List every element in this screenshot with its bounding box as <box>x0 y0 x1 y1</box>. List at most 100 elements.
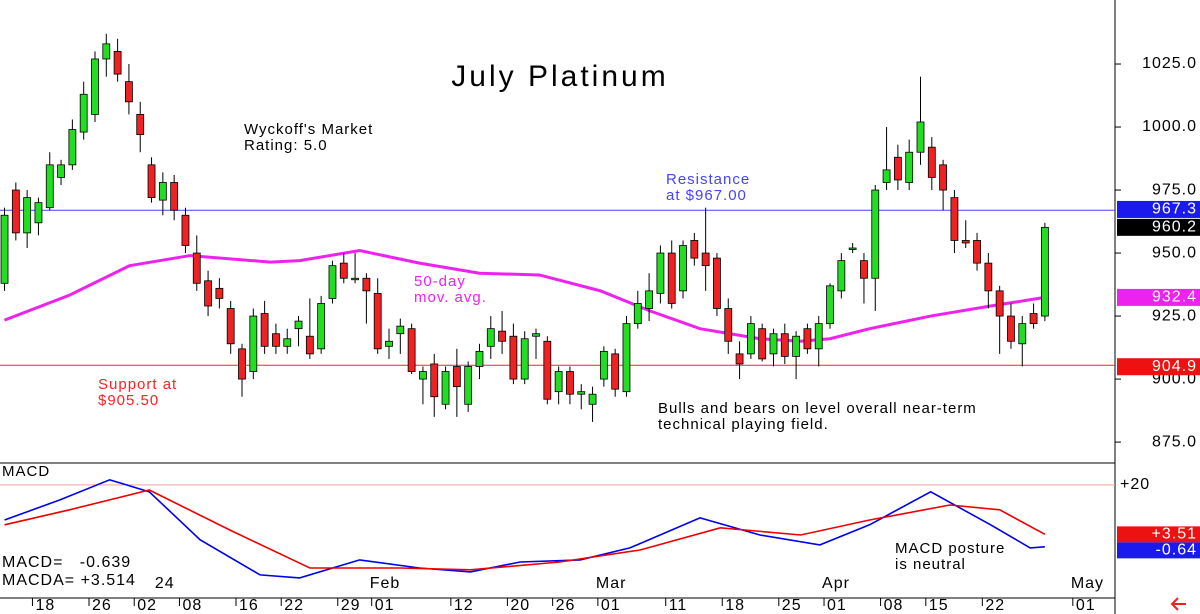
ma-label: 50-day <box>414 273 466 290</box>
candle-body <box>893 156 902 181</box>
candle-body <box>803 328 812 350</box>
candle-body <box>871 189 880 279</box>
macd-line <box>4 478 1045 579</box>
x-tick-label: 22 <box>985 597 1005 614</box>
candle-body <box>68 129 77 166</box>
macd-annotation: is neutral <box>895 556 966 573</box>
scroll-arrow[interactable] <box>1170 597 1186 611</box>
annotation: Wyckoff's Market <box>244 121 373 138</box>
moving-average <box>3 249 1046 343</box>
candle-body <box>995 290 1004 317</box>
candle-body <box>848 247 857 250</box>
candle-body <box>441 371 450 405</box>
x-tick-label: 20 <box>510 597 530 614</box>
candle-body <box>45 164 54 209</box>
x-tick-label: 26 <box>556 597 576 614</box>
price-marker <box>1117 358 1200 376</box>
macd-readout: MACDA= +3.514 <box>2 572 136 589</box>
candle-body <box>780 333 789 357</box>
candle-body <box>317 303 326 350</box>
month-label: Feb <box>370 575 401 592</box>
candle-body <box>927 146 936 178</box>
month-label: Mar <box>596 575 627 592</box>
x-tick-label: 16 <box>239 597 259 614</box>
annotation: Bulls and bears on level overall near-te… <box>658 400 977 417</box>
y-tick-label: 1025.0 <box>1142 55 1197 72</box>
candle-body <box>916 121 925 153</box>
candle-body <box>622 323 631 393</box>
month-label: Apr <box>822 575 850 592</box>
candle-body <box>238 348 246 380</box>
candle-body <box>11 189 20 234</box>
macd-marker <box>1117 526 1200 543</box>
x-tick-label: 01 <box>827 597 847 614</box>
candle-body <box>984 262 993 292</box>
macd-annotation: MACD posture <box>895 540 1005 557</box>
ma-label: mov. avg. <box>414 289 487 306</box>
candle-body <box>136 114 145 135</box>
level-label: at $967.00 <box>666 187 747 204</box>
price-marker-label: 904.9 <box>1152 358 1197 375</box>
candle-body <box>147 164 156 199</box>
macd-line <box>4 489 1046 571</box>
candle-body <box>260 313 269 347</box>
y-tick-label: 975.0 <box>1152 181 1197 198</box>
price-marker-label: 967.3 <box>1152 201 1197 218</box>
candle-body <box>520 338 529 380</box>
level-label: Support at <box>98 376 177 393</box>
candle-body <box>1018 323 1027 345</box>
x-tick-label: 08 <box>884 597 904 614</box>
x-tick-label: 02 <box>137 597 157 614</box>
level-label: $905.50 <box>98 392 159 409</box>
candle-body <box>950 197 959 241</box>
annotation: technical playing field. <box>658 416 829 433</box>
candle-body <box>701 252 710 267</box>
candle-body <box>713 257 721 309</box>
candle-body <box>452 366 461 388</box>
candle-body <box>407 328 416 372</box>
candle-body <box>814 323 823 350</box>
x-tick-label: 11 <box>669 597 688 614</box>
candle-body <box>746 323 755 355</box>
annotation: Rating: 5.0 <box>244 137 328 154</box>
candle-body <box>611 353 620 390</box>
y-tick-label: 925.0 <box>1152 307 1197 324</box>
candle-body <box>430 363 439 398</box>
candle-body <box>419 371 427 380</box>
candle-body <box>690 240 699 259</box>
candle-body <box>192 252 201 284</box>
month-label: May <box>1071 575 1104 592</box>
candle-body <box>91 58 99 115</box>
candle-body <box>215 287 224 299</box>
candle-body <box>656 252 665 294</box>
candle-body <box>339 262 348 279</box>
macd-marker-label: -0.64 <box>1156 542 1197 559</box>
x-tick-label: 01 <box>601 597 621 614</box>
candle-body <box>939 164 948 191</box>
price-marker <box>1117 288 1200 306</box>
candle-body <box>532 333 540 337</box>
price-marker <box>1117 200 1200 218</box>
candle-body <box>396 325 405 335</box>
candle-body <box>362 277 371 292</box>
candle-body <box>125 81 133 103</box>
y-tick-label: 1000.0 <box>1142 118 1197 135</box>
candle-body <box>1040 226 1049 317</box>
x-tick-label: 08 <box>182 597 202 614</box>
candle-body <box>34 202 43 224</box>
candle-body <box>57 164 65 178</box>
macd-tick-label: +20 <box>1120 476 1150 493</box>
candle-body <box>860 260 868 279</box>
candle-body <box>305 335 314 355</box>
y-tick-label: 875.0 <box>1152 433 1197 450</box>
macd-marker-label: +3.51 <box>1152 526 1197 543</box>
x-tick-label: 01 <box>1076 597 1096 614</box>
price-marker-label: 932.4 <box>1152 289 1197 306</box>
candle-body <box>283 338 292 347</box>
macd-readout: MACD= -0.639 <box>2 554 131 571</box>
candle-body <box>769 333 778 355</box>
candle-body <box>543 340 552 400</box>
candle-body <box>905 151 914 183</box>
x-tick-label: 18 <box>725 597 745 614</box>
candle-body <box>633 303 642 325</box>
